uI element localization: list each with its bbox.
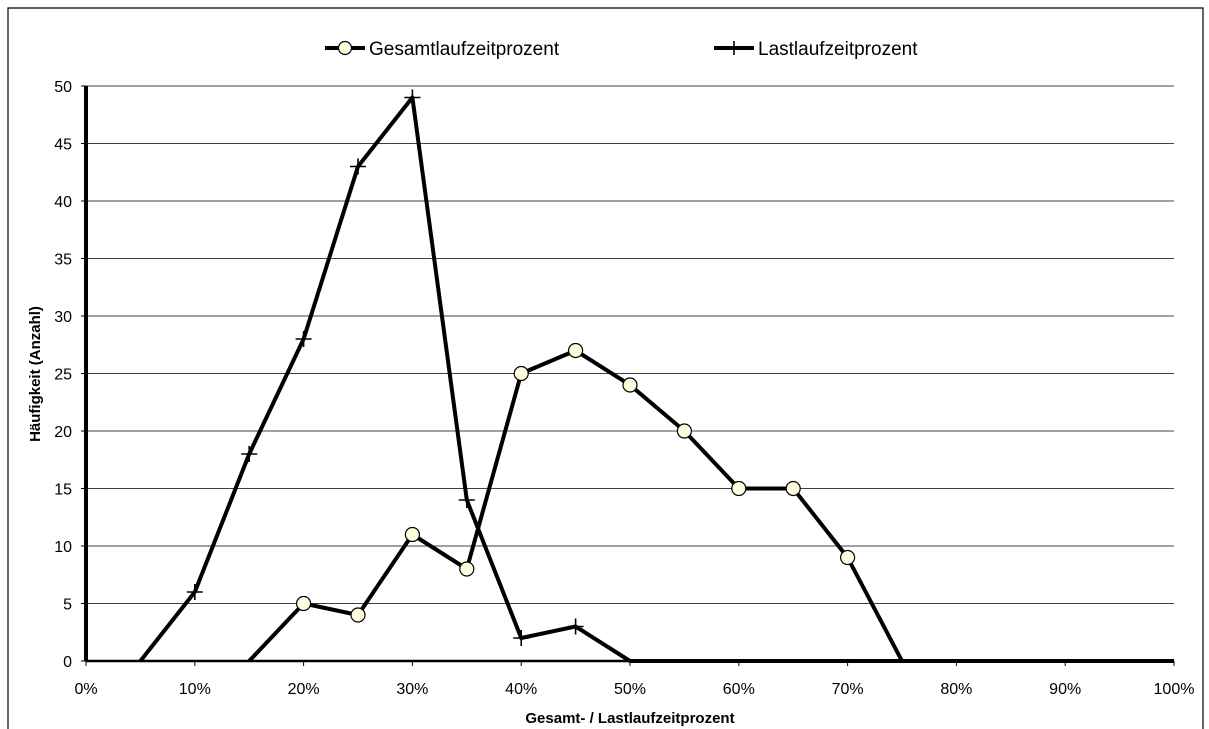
y-tick-labels: 0 5 10 15 20 25 30 35 40 45 50 xyxy=(54,79,72,671)
data-point xyxy=(731,480,747,497)
x-tick-label: 50% xyxy=(614,681,646,698)
data-point xyxy=(567,342,584,359)
legend-plus-marker xyxy=(727,41,741,55)
data-point xyxy=(295,331,312,347)
legend: Gesamtlaufzeitprozent Lastlaufzeitprozen… xyxy=(325,39,918,60)
y-axis-label: Häufigkeit (Anzahl) xyxy=(27,306,44,442)
y-tick-label: 40 xyxy=(54,194,72,211)
data-point xyxy=(513,630,530,646)
y-tick-label: 15 xyxy=(54,482,72,499)
legend-label-gesamtlaufzeitprozent: Gesamtlaufzeitprozent xyxy=(369,39,560,60)
data-point xyxy=(404,89,421,106)
legend-entry-gesamtlaufzeitprozent: Gesamtlaufzeitprozent xyxy=(325,39,560,60)
y-tick-label: 10 xyxy=(54,539,72,556)
data-point xyxy=(404,526,420,543)
gridlines xyxy=(86,85,1174,604)
y-tick-label: 30 xyxy=(54,309,72,326)
data-point xyxy=(676,423,693,439)
data-point xyxy=(350,158,366,175)
data-point xyxy=(186,584,203,600)
x-tick-labels: 0% 10% 20% 30% 40% 50% 60% 70% 80% 90% 100% xyxy=(74,681,1194,698)
y-tick-label: 0 xyxy=(63,654,72,671)
data-point xyxy=(785,480,801,497)
data-point xyxy=(839,549,856,566)
x-tick-label: 80% xyxy=(940,681,972,698)
legend-label-lastlaufzeitprozent: Lastlaufzeitprozent xyxy=(758,39,918,60)
x-tick-label: 90% xyxy=(1049,681,1081,698)
data-point xyxy=(350,607,366,623)
data-point xyxy=(296,595,312,612)
y-tick-label: 45 xyxy=(54,137,72,154)
series-layer xyxy=(138,89,1174,663)
y-tick-label: 35 xyxy=(54,252,72,269)
y-tick-label: 5 xyxy=(63,597,72,614)
x-tick-label: 60% xyxy=(723,681,755,698)
chart-border xyxy=(7,7,1204,729)
data-point xyxy=(458,492,475,508)
x-tick-label: 10% xyxy=(179,681,211,698)
x-tick-label: 40% xyxy=(505,681,537,698)
x-tick-label: 70% xyxy=(832,681,864,698)
x-tick-label: 30% xyxy=(396,681,428,698)
legend-entry-lastlaufzeitprozent: Lastlaufzeitprozent xyxy=(714,39,918,60)
data-point xyxy=(622,377,638,393)
y-tick-label: 25 xyxy=(54,367,72,384)
y-tick-label: 20 xyxy=(54,424,72,441)
y-tick-label: 50 xyxy=(54,79,72,96)
legend-circle-marker xyxy=(337,40,353,56)
x-tick-label: 20% xyxy=(288,681,320,698)
x-tick-label: 0% xyxy=(74,681,97,698)
x-axis-label: Gesamt- / Lastlaufzeitprozent xyxy=(525,710,734,727)
data-point xyxy=(459,561,475,577)
data-point xyxy=(241,446,258,462)
data-point xyxy=(567,618,584,635)
data-point xyxy=(513,365,529,382)
series-line-lastlaufzeitprozent xyxy=(138,95,1174,663)
x-tick-label: 100% xyxy=(1154,681,1195,698)
